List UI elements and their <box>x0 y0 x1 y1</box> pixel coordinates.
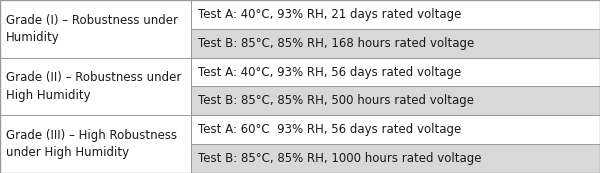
Bar <box>0 115 191 173</box>
Text: Test B: 85°C, 85% RH, 168 hours rated voltage: Test B: 85°C, 85% RH, 168 hours rated vo… <box>198 37 474 50</box>
Bar <box>191 144 600 173</box>
Bar <box>191 86 600 115</box>
Text: Grade (III) – High Robustness
under High Humidity: Grade (III) – High Robustness under High… <box>6 129 177 159</box>
Bar <box>191 58 600 86</box>
Bar <box>0 0 191 58</box>
Text: Grade (I) – Robustness under
Humidity: Grade (I) – Robustness under Humidity <box>6 14 178 44</box>
Text: Test A: 40°C, 93% RH, 21 days rated voltage: Test A: 40°C, 93% RH, 21 days rated volt… <box>198 8 461 21</box>
Text: Test B: 85°C, 85% RH, 500 hours rated voltage: Test B: 85°C, 85% RH, 500 hours rated vo… <box>198 94 474 107</box>
Text: Test A: 40°C, 93% RH, 56 days rated voltage: Test A: 40°C, 93% RH, 56 days rated volt… <box>198 66 461 79</box>
Text: Test B: 85°C, 85% RH, 1000 hours rated voltage: Test B: 85°C, 85% RH, 1000 hours rated v… <box>198 152 482 165</box>
Text: Grade (II) – Robustness under
High Humidity: Grade (II) – Robustness under High Humid… <box>6 71 181 102</box>
Bar <box>191 115 600 144</box>
Bar <box>191 29 600 58</box>
Text: Test A: 60°C  93% RH, 56 days rated voltage: Test A: 60°C 93% RH, 56 days rated volta… <box>198 123 461 136</box>
Bar <box>191 0 600 29</box>
Bar <box>0 58 191 115</box>
